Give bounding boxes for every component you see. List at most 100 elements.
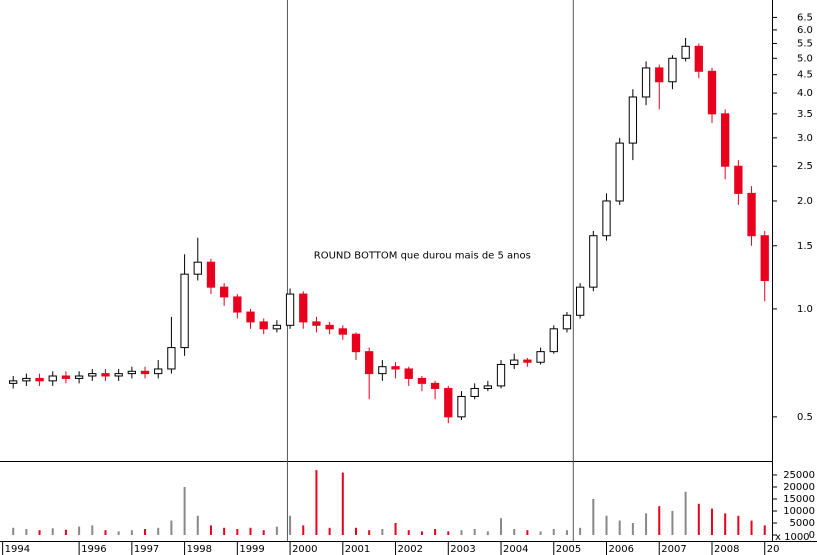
volume-bar [275, 526, 278, 535]
candle-body [457, 395, 466, 418]
volume-bar [763, 525, 766, 535]
candle-body [193, 261, 202, 275]
volume-bar [78, 526, 81, 535]
volume-tick-label: 10000 [783, 506, 815, 517]
volume-bar [539, 531, 542, 535]
candle-body [404, 368, 413, 379]
candle-body [233, 296, 242, 313]
candle-body [312, 321, 321, 326]
volume-bar [183, 486, 186, 535]
candle-body [668, 57, 677, 83]
candle-body [549, 328, 558, 353]
y-tick-label: 3.0 [797, 133, 813, 144]
x-tick-label: 1996 [81, 544, 106, 555]
volume-bar [750, 520, 753, 535]
volume-bar [579, 527, 582, 535]
candle-body [510, 359, 519, 365]
x-tick-label: 2003 [450, 544, 475, 555]
volume-bar [64, 529, 67, 535]
volume-bar [420, 531, 423, 535]
volume-bar [526, 530, 529, 535]
volume-bar [249, 527, 252, 535]
volume-bar [38, 530, 41, 535]
x-tick-label: 1994 [5, 544, 30, 555]
y-tick-label: 0.5 [797, 412, 813, 423]
volume-bar [605, 515, 608, 535]
volume-bar [12, 527, 15, 535]
candle-body [219, 286, 229, 298]
volume-bar [631, 522, 634, 535]
volume-bar [618, 520, 621, 535]
candle-body [325, 324, 334, 330]
volume-bar [170, 520, 173, 535]
y-tick-label: 5.0 [797, 53, 813, 64]
candle-body [259, 321, 268, 330]
volume-bar [684, 491, 687, 535]
y-tick-label: 5.5 [797, 38, 813, 49]
volume-bar [223, 527, 226, 535]
candle-body [641, 67, 651, 98]
candle-body [391, 366, 400, 370]
candle-body [536, 351, 545, 363]
y-tick-label: 6.0 [797, 25, 813, 36]
candle-body [74, 375, 84, 379]
volume-bar [513, 528, 516, 535]
candle-body [206, 261, 216, 288]
volume-bar [196, 515, 199, 535]
candle-body [721, 113, 730, 167]
candle-body [48, 375, 57, 382]
volume-tick-label: 25000 [783, 470, 815, 481]
candle-body [299, 293, 308, 323]
x-tick-label: 2005 [556, 544, 581, 555]
volume-bar [447, 531, 450, 535]
candle-body [575, 286, 585, 316]
candle-body [154, 368, 163, 375]
volume-tick-label: 0 [809, 530, 815, 541]
candle-body [417, 377, 427, 384]
candle-body [88, 373, 97, 377]
candle-body [760, 235, 769, 282]
volume-bar [710, 508, 713, 535]
candle-body [589, 235, 598, 288]
volume-bar [25, 528, 28, 535]
x-tick-label: 20 [767, 544, 780, 555]
y-tick-label: 2.5 [797, 161, 813, 172]
volume-bar [315, 470, 318, 535]
y-tick-label: 4.0 [797, 88, 813, 99]
volume-bar [592, 498, 595, 535]
volume-tick-label: 5000 [790, 518, 815, 529]
candle-body [61, 375, 71, 379]
y-tick-label: 1.0 [797, 304, 813, 315]
candle-body [285, 293, 295, 326]
candle-body [602, 200, 611, 237]
volume-bar [434, 528, 437, 535]
candle-body [562, 314, 572, 330]
candle-body [523, 359, 532, 363]
volume-bar [117, 531, 120, 535]
candle-body [747, 192, 756, 237]
volume-tick-label: 20000 [783, 482, 815, 493]
candle-body [430, 382, 440, 389]
volume-bar [381, 528, 384, 535]
volume-bar [473, 528, 476, 535]
volume-bar [341, 472, 344, 535]
volume-bar [328, 527, 331, 535]
candle-body [444, 387, 453, 418]
candle-body [365, 351, 374, 375]
volume-bar [236, 528, 239, 535]
candle-body [378, 366, 387, 375]
y-tick-label: 3.5 [797, 109, 813, 120]
x-tick-label: 1999 [239, 544, 264, 555]
volume-bar [565, 530, 568, 535]
y-tick-label: 6.5 [797, 12, 813, 23]
volume-bar [209, 525, 212, 535]
volume-bar [724, 513, 727, 535]
candle-body [681, 45, 690, 59]
x-tick-label: 1997 [134, 544, 159, 555]
volume-bar [130, 530, 133, 535]
y-tick-label: 2.0 [797, 196, 813, 207]
x-tick-label: 2008 [714, 544, 739, 555]
x-tick-label: 2006 [609, 544, 634, 555]
volume-bar [500, 518, 503, 535]
